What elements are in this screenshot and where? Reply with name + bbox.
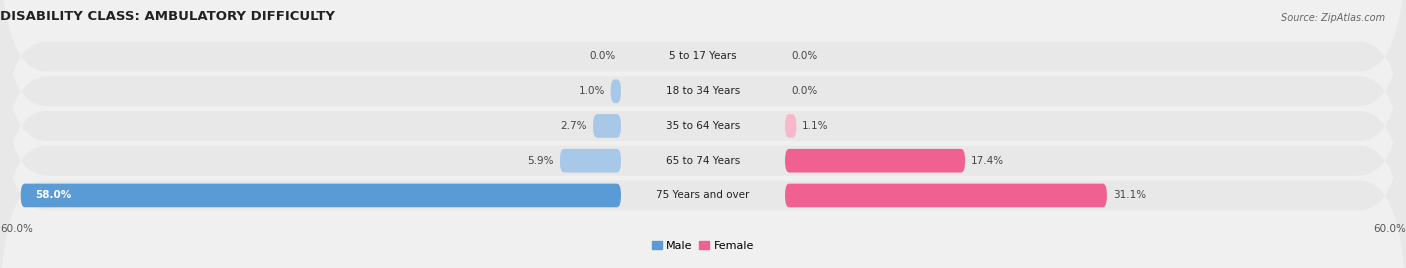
Text: 5.9%: 5.9%	[527, 156, 554, 166]
FancyBboxPatch shape	[0, 2, 1406, 250]
Text: 1.0%: 1.0%	[578, 86, 605, 96]
Text: 18 to 34 Years: 18 to 34 Years	[666, 86, 740, 96]
FancyBboxPatch shape	[560, 149, 621, 173]
Text: 60.0%: 60.0%	[1374, 224, 1406, 234]
Text: 65 to 74 Years: 65 to 74 Years	[666, 156, 740, 166]
Text: Source: ZipAtlas.com: Source: ZipAtlas.com	[1281, 13, 1385, 23]
FancyBboxPatch shape	[785, 149, 965, 173]
Text: 0.0%: 0.0%	[790, 51, 817, 61]
Text: 35 to 64 Years: 35 to 64 Years	[666, 121, 740, 131]
Text: 0.0%: 0.0%	[589, 51, 616, 61]
Text: 0.0%: 0.0%	[790, 86, 817, 96]
FancyBboxPatch shape	[0, 0, 1406, 181]
Legend: Male, Female: Male, Female	[647, 237, 759, 255]
FancyBboxPatch shape	[785, 184, 1107, 207]
Text: 2.7%: 2.7%	[561, 121, 588, 131]
FancyBboxPatch shape	[593, 114, 621, 138]
FancyBboxPatch shape	[0, 0, 1406, 215]
Text: 58.0%: 58.0%	[35, 191, 72, 200]
Text: 31.1%: 31.1%	[1112, 191, 1146, 200]
FancyBboxPatch shape	[610, 79, 621, 103]
Text: 1.1%: 1.1%	[803, 121, 828, 131]
Text: 17.4%: 17.4%	[972, 156, 1004, 166]
Text: DISABILITY CLASS: AMBULATORY DIFFICULTY: DISABILITY CLASS: AMBULATORY DIFFICULTY	[0, 10, 335, 24]
FancyBboxPatch shape	[21, 184, 621, 207]
FancyBboxPatch shape	[0, 37, 1406, 268]
FancyBboxPatch shape	[785, 114, 796, 138]
Text: 60.0%: 60.0%	[0, 224, 32, 234]
Text: 75 Years and over: 75 Years and over	[657, 191, 749, 200]
Text: 5 to 17 Years: 5 to 17 Years	[669, 51, 737, 61]
FancyBboxPatch shape	[0, 71, 1406, 268]
